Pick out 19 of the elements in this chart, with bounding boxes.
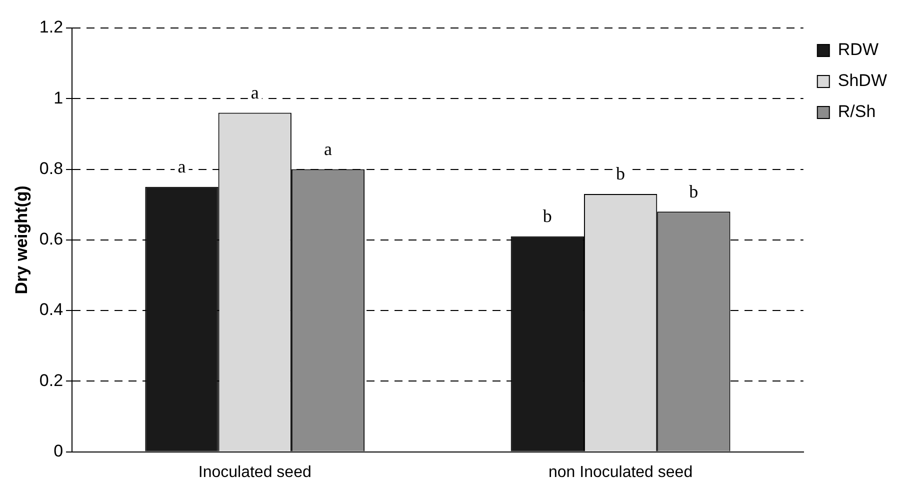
annotation: b [542, 206, 552, 226]
y-tick-label: 1 [54, 88, 64, 108]
annotation: a [178, 156, 186, 177]
y-tick-label: 0.2 [39, 370, 64, 390]
y-axis-title: Dry weight(g) [12, 186, 31, 294]
y-tick-label: 0.8 [39, 158, 64, 178]
y-tick-label: 1.2 [39, 18, 64, 37]
legend-label: ShDW [838, 71, 888, 90]
legend-label: RDW [838, 40, 878, 60]
legend-label: R/Sh [838, 102, 876, 122]
annotation: b [689, 181, 698, 202]
y-tick-label: 0.6 [39, 230, 64, 249]
x-tick-label: Inoculated seed [198, 464, 312, 481]
annotation: b [616, 164, 626, 184]
y-tick-label: 0.4 [39, 300, 64, 320]
annotation: a [250, 82, 259, 102]
annotation: a [324, 139, 332, 159]
x-tick-label: non Inoculated seed [548, 464, 693, 481]
y-tick-label: 0 [54, 441, 64, 460]
